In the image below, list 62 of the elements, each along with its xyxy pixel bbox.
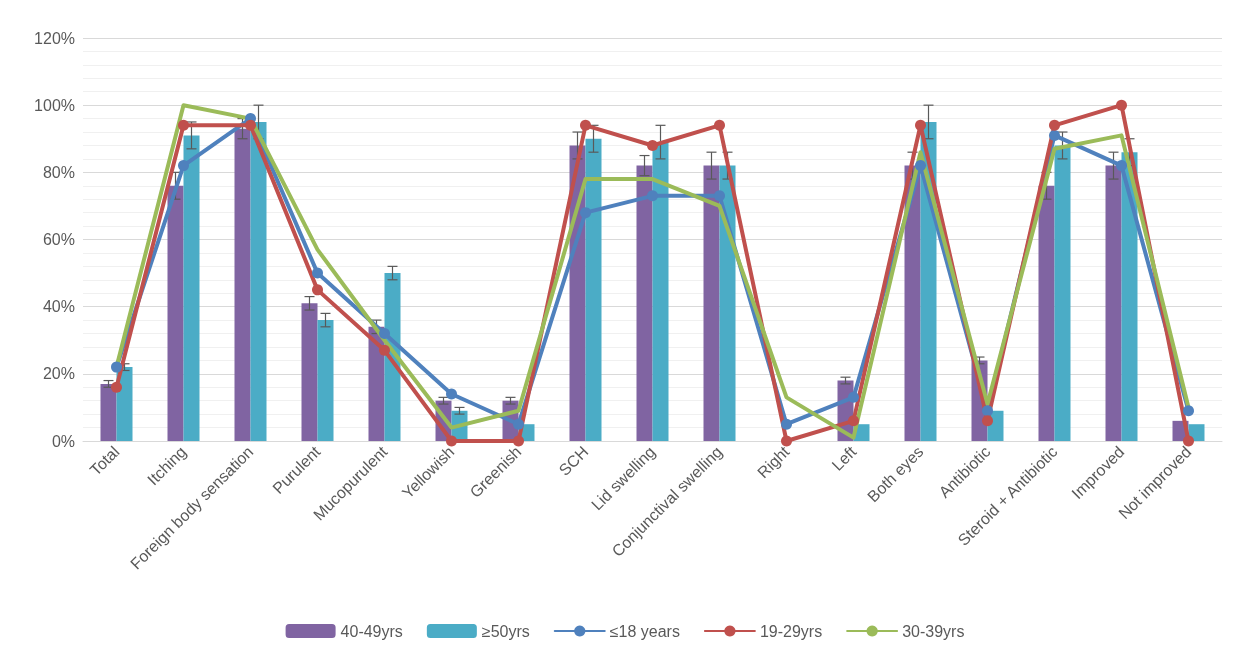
y-tick-label: 20% xyxy=(42,365,75,383)
point xyxy=(580,119,591,131)
point xyxy=(1183,405,1194,417)
point xyxy=(982,405,993,417)
point xyxy=(446,435,457,447)
point xyxy=(379,344,390,356)
x-tick-label: Both eyes xyxy=(864,442,927,506)
bar xyxy=(585,138,602,441)
point xyxy=(580,207,591,219)
legend-label: 30-39yrs xyxy=(902,622,965,640)
bar xyxy=(636,165,653,441)
bar xyxy=(1038,185,1055,441)
point xyxy=(982,415,993,427)
legend-label: ≤18 years xyxy=(609,622,680,640)
bar xyxy=(183,135,200,441)
point xyxy=(513,435,524,447)
point xyxy=(647,190,658,202)
bar xyxy=(652,142,669,441)
point xyxy=(446,388,457,400)
point xyxy=(647,139,658,151)
bar xyxy=(250,121,267,441)
bar xyxy=(317,320,334,441)
y-tick-label: 40% xyxy=(42,298,75,316)
bar xyxy=(1188,424,1205,441)
point xyxy=(245,119,256,131)
bar xyxy=(167,185,184,441)
y-tick-label: 80% xyxy=(42,163,75,181)
bar xyxy=(703,165,720,441)
point xyxy=(312,267,323,279)
point xyxy=(111,361,122,373)
point xyxy=(1116,160,1127,172)
legend-label: 19-29yrs xyxy=(759,622,823,640)
bar xyxy=(1054,145,1071,441)
point xyxy=(111,381,122,393)
point xyxy=(1116,99,1127,111)
point xyxy=(1049,119,1060,131)
y-tick-label: 0% xyxy=(51,432,75,450)
bar xyxy=(301,303,318,441)
point xyxy=(1049,129,1060,141)
y-tick-label: 120% xyxy=(34,29,75,47)
point xyxy=(848,415,859,427)
point xyxy=(781,435,792,447)
point xyxy=(178,160,189,172)
point xyxy=(178,119,189,131)
y-tick-label: 100% xyxy=(34,96,75,114)
bar xyxy=(116,367,133,441)
x-tick-label: Left xyxy=(828,442,860,474)
bar xyxy=(100,383,117,441)
point xyxy=(915,119,926,131)
point xyxy=(915,160,926,172)
bar xyxy=(234,128,251,441)
y-tick-label: 60% xyxy=(42,231,75,248)
point xyxy=(312,284,323,296)
point xyxy=(714,190,725,202)
legend-label: ≥50yrs xyxy=(481,622,530,640)
point xyxy=(513,418,524,430)
bar xyxy=(1105,165,1122,441)
point xyxy=(714,119,725,131)
legend-label: 40-49yrs xyxy=(340,622,403,640)
point xyxy=(848,391,859,403)
point xyxy=(781,418,792,430)
point xyxy=(379,328,390,340)
